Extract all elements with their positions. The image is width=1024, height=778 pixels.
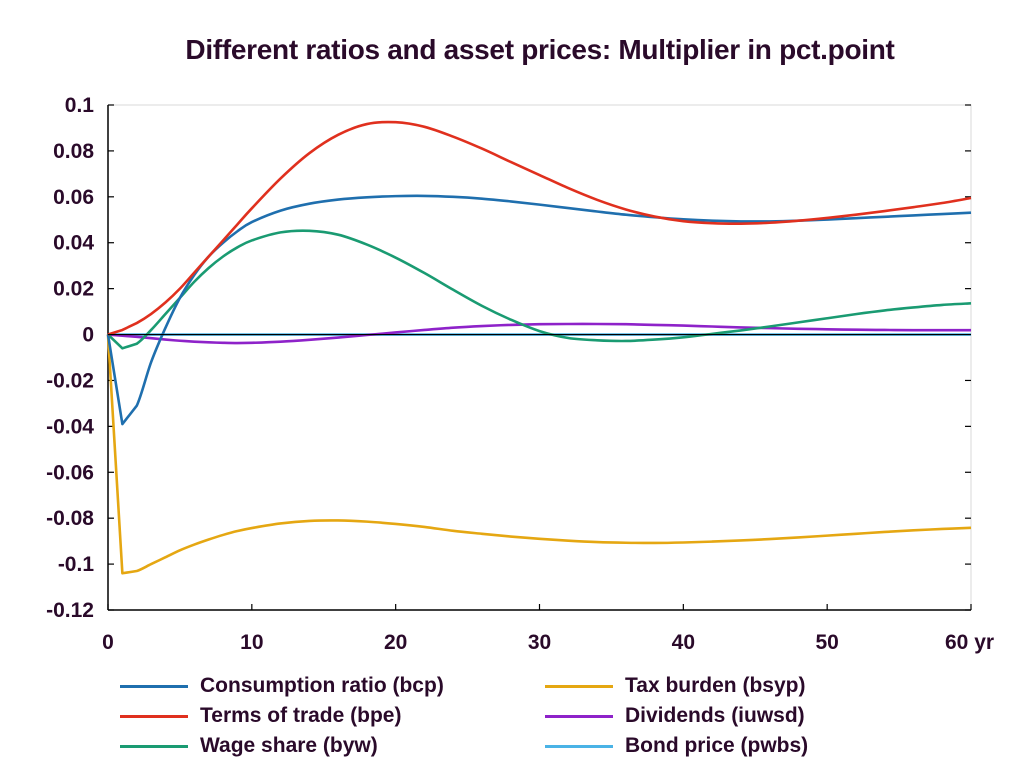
x-tick-label: 10	[240, 631, 263, 654]
y-tick-label: -0.04	[46, 415, 94, 438]
chart-title: Different ratios and asset prices: Multi…	[185, 34, 895, 65]
series-line-terms-of-trade-bpe	[107, 120, 972, 336]
y-tick-label: -0.08	[46, 507, 94, 530]
chart-legend: Consumption ratio (bcp) Terms of trade (b…	[120, 672, 940, 772]
legend-label: Tax burden (bsyp)	[625, 674, 806, 697]
series-line-consumption-ratio-bcp	[106, 194, 972, 426]
series-line-wage-share-byw	[107, 229, 972, 350]
legend-swatch	[545, 684, 613, 688]
legend-item: Terms of trade (bpe)	[120, 702, 401, 730]
series-line-tax-burden-bsyp	[106, 334, 972, 575]
legend-item: Consumption ratio (bcp)	[120, 672, 444, 700]
legend-swatch	[120, 684, 188, 688]
y-tick-label: 0.1	[65, 94, 95, 117]
x-tick-label: 20	[384, 631, 407, 654]
y-tick-label: -0.02	[46, 369, 94, 392]
series-line-dividends-iuwsd	[107, 322, 971, 345]
legend-label: Wage share (byw)	[200, 734, 378, 757]
legend-swatch	[120, 714, 188, 718]
legend-label: Dividends (iuwsd)	[625, 704, 805, 727]
x-tick-label: 40	[672, 631, 695, 654]
y-tick-label: 0.04	[53, 232, 94, 255]
x-tick-label: 0	[102, 631, 114, 654]
legend-item: Bond price (pwbs)	[545, 732, 808, 760]
legend-item: Dividends (iuwsd)	[545, 702, 805, 730]
y-tick-label: -0.12	[46, 599, 94, 622]
y-tick-label: -0.06	[46, 461, 94, 484]
axis-ticks: 0.1 0.08 0.06 0.04 0.02 0 -0.02 -0.04 -0.06 -0.08…	[46, 94, 994, 654]
y-tick-label: 0	[82, 324, 94, 347]
y-tick-label: -0.1	[58, 553, 95, 576]
y-tick-label: 0.06	[53, 186, 94, 209]
x-tick-label: 50	[815, 631, 838, 654]
legend-label: Consumption ratio (bcp)	[200, 674, 444, 697]
legend-item: Wage share (byw)	[120, 732, 378, 760]
series-layer	[106, 120, 972, 575]
x-tick-label: 30	[528, 631, 551, 654]
legend-label: Bond price (pwbs)	[625, 734, 809, 757]
legend-label: Terms of trade (bpe)	[200, 704, 402, 727]
legend-swatch	[545, 744, 613, 748]
y-tick-label: 0.02	[53, 278, 94, 301]
x-tick-label: 60 yr	[945, 631, 994, 654]
legend-swatch	[545, 714, 613, 718]
legend-swatch	[120, 744, 188, 748]
y-tick-label: 0.08	[53, 140, 94, 163]
legend-item: Tax burden (bsyp)	[545, 672, 805, 700]
